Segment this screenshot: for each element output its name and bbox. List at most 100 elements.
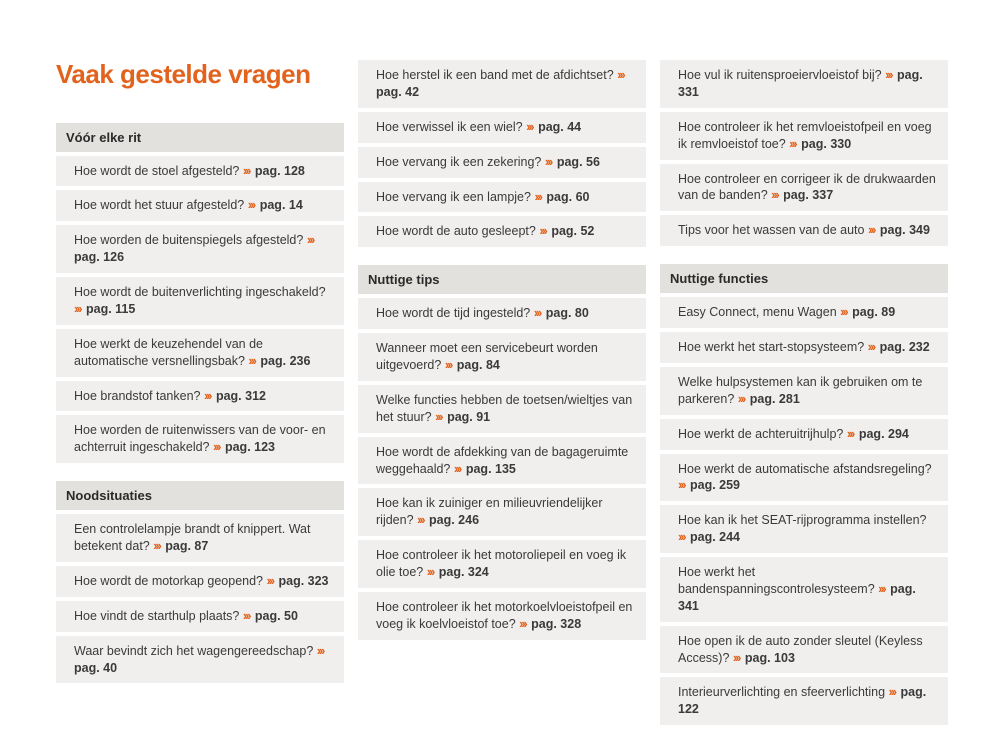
faq-question-text: Interieurverlichting en sfeerverlichting	[678, 685, 885, 699]
faq-entry[interactable]: Hoe werkt het start-stopsysteem? ››› pag…	[660, 332, 948, 363]
chevron-icon: ›››	[733, 651, 740, 665]
faq-entry[interactable]: Hoe wordt de stoel afgesteld? ››› pag. 1…	[56, 156, 344, 187]
faq-page: Vaak gestelde vragenVóór elke ritHoe wor…	[56, 60, 948, 729]
faq-question-text: Hoe werkt de keuzehendel van de automati…	[74, 337, 263, 368]
chevron-icon: ›››	[738, 392, 745, 406]
chevron-icon: ›››	[153, 539, 160, 553]
faq-entry[interactable]: Hoe vervang ik een lampje? ››› pag. 60	[358, 182, 646, 213]
page-reference: pag. 87	[165, 539, 208, 553]
faq-question-text: Welke functies hebben de toetsen/wieltje…	[376, 393, 632, 424]
faq-entry[interactable]: Hoe werkt het bandenspanningscontrolesys…	[660, 557, 948, 622]
page-reference: pag. 337	[783, 188, 833, 202]
chevron-icon: ›››	[545, 155, 552, 169]
faq-question-text: Easy Connect, menu Wagen	[678, 305, 837, 319]
faq-question-text: Hoe vervang ik een lampje?	[376, 190, 531, 204]
chevron-icon: ›››	[519, 617, 526, 631]
page-reference: pag. 330	[801, 137, 851, 151]
chevron-icon: ›››	[526, 120, 533, 134]
faq-entry[interactable]: Hoe controleer ik het motorkoelvloeistof…	[358, 592, 646, 640]
faq-question-text: Hoe vindt de starthulp plaats?	[74, 609, 239, 623]
faq-entry[interactable]: Hoe controleer ik het remvloeistofpeil e…	[660, 112, 948, 160]
faq-question-text: Hoe worden de buitenspiegels afgesteld?	[74, 233, 303, 247]
faq-entry[interactable]: Hoe open ik de auto zonder sleutel (Keyl…	[660, 626, 948, 674]
page-reference: pag. 349	[880, 223, 930, 237]
chevron-icon: ›››	[213, 440, 220, 454]
chevron-icon: ›››	[417, 513, 424, 527]
chevron-icon: ›››	[445, 358, 452, 372]
chevron-icon: ›››	[534, 306, 541, 320]
page-reference: pag. 115	[86, 302, 135, 316]
faq-entry[interactable]: Easy Connect, menu Wagen ››› pag. 89	[660, 297, 948, 328]
faq-entry[interactable]: Hoe wordt de afdekking van de bagageruim…	[358, 437, 646, 485]
faq-entry[interactable]: Hoe kan ik het SEAT-rijprogramma instell…	[660, 505, 948, 553]
chevron-icon: ›››	[771, 188, 778, 202]
page-reference: pag. 80	[546, 306, 589, 320]
faq-question-text: Hoe herstel ik een band met de afdichtse…	[376, 68, 614, 82]
faq-question-text: Hoe vul ik ruitensproeiervloeistof bij?	[678, 68, 882, 82]
faq-entry[interactable]: Hoe controleer ik het motoroliepeil en v…	[358, 540, 646, 588]
chevron-icon: ›››	[617, 68, 624, 82]
chevron-icon: ›››	[248, 354, 255, 368]
page-reference: pag. 135	[466, 462, 516, 476]
page-reference: pag. 312	[216, 389, 266, 403]
faq-entry[interactable]: Hoe wordt de buitenverlichting ingeschak…	[56, 277, 344, 325]
faq-question-text: Hoe kan ik zuiniger en milieuvriendelijk…	[376, 496, 603, 527]
page-title: Vaak gestelde vragen	[56, 60, 344, 89]
faq-question-text: Tips voor het wassen van de auto	[678, 223, 864, 237]
faq-entry[interactable]: Hoe wordt de motorkap geopend? ››› pag. …	[56, 566, 344, 597]
chevron-icon: ›››	[868, 340, 875, 354]
page-reference: pag. 40	[74, 661, 117, 675]
faq-question-text: Hoe open ik de auto zonder sleutel (Keyl…	[678, 634, 923, 665]
faq-question-text: Hoe wordt de stoel afgesteld?	[74, 164, 239, 178]
faq-entry[interactable]: Hoe herstel ik een band met de afdichtse…	[358, 60, 646, 108]
faq-question-text: Hoe worden de ruitenwissers van de voor-…	[74, 423, 326, 454]
faq-entry[interactable]: Hoe controleer en corrigeer ik de drukwa…	[660, 164, 948, 212]
faq-entry[interactable]: Hoe vul ik ruitensproeiervloeistof bij? …	[660, 60, 948, 108]
chevron-icon: ›››	[427, 565, 434, 579]
faq-entry[interactable]: Een controlelampje brandt of knippert. W…	[56, 514, 344, 562]
faq-question-text: Hoe wordt de motorkap geopend?	[74, 574, 263, 588]
faq-entry[interactable]: Welke functies hebben de toetsen/wieltje…	[358, 385, 646, 433]
faq-entry[interactable]: Interieurverlichting en sfeerverlichting…	[660, 677, 948, 725]
faq-entry[interactable]: Waar bevindt zich het wagengereedschap? …	[56, 636, 344, 684]
faq-entry[interactable]: Hoe werkt de automatische afstandsregeli…	[660, 454, 948, 502]
chevron-icon: ›››	[248, 198, 255, 212]
chevron-icon: ›››	[243, 164, 250, 178]
faq-entry[interactable]: Welke hulpsystemen kan ik gebruiken om t…	[660, 367, 948, 415]
faq-entry[interactable]: Hoe vindt de starthulp plaats? ››› pag. …	[56, 601, 344, 632]
chevron-icon: ›››	[317, 644, 324, 658]
page-reference: pag. 294	[859, 427, 909, 441]
chevron-icon: ›››	[74, 302, 81, 316]
faq-question-text: Hoe brandstof tanken?	[74, 389, 200, 403]
faq-entry[interactable]: Hoe wordt het stuur afgesteld? ››› pag. …	[56, 190, 344, 221]
faq-entry[interactable]: Hoe worden de ruitenwissers van de voor-…	[56, 415, 344, 463]
faq-entry[interactable]: Hoe kan ik zuiniger en milieuvriendelijk…	[358, 488, 646, 536]
section-header: Noodsituaties	[56, 481, 344, 510]
faq-entry[interactable]: Hoe worden de buitenspiegels afgesteld? …	[56, 225, 344, 273]
page-reference: pag. 128	[255, 164, 305, 178]
chevron-icon: ›››	[539, 224, 546, 238]
faq-entry[interactable]: Hoe werkt de achteruitrijhulp? ››› pag. …	[660, 419, 948, 450]
faq-entry[interactable]: Wanneer moet een servicebeurt worden uit…	[358, 333, 646, 381]
faq-question-text: Hoe wordt het stuur afgesteld?	[74, 198, 244, 212]
page-reference: pag. 323	[278, 574, 328, 588]
faq-question-text: Hoe werkt de automatische afstandsregeli…	[678, 462, 932, 476]
faq-entry[interactable]: Hoe wordt de auto gesleept? ››› pag. 52	[358, 216, 646, 247]
page-reference: pag. 52	[551, 224, 594, 238]
chevron-icon: ›››	[868, 223, 875, 237]
faq-question-text: Hoe werkt de achteruitrijhulp?	[678, 427, 843, 441]
chevron-icon: ›››	[789, 137, 796, 151]
section-spacer	[56, 109, 344, 123]
chevron-icon: ›››	[267, 574, 274, 588]
faq-entry[interactable]: Hoe werkt de keuzehendel van de automati…	[56, 329, 344, 377]
faq-entry[interactable]: Hoe vervang ik een zekering? ››› pag. 56	[358, 147, 646, 178]
faq-entry[interactable]: Hoe wordt de tijd ingesteld? ››› pag. 80	[358, 298, 646, 329]
faq-entry[interactable]: Hoe brandstof tanken? ››› pag. 312	[56, 381, 344, 412]
page-reference: pag. 126	[74, 250, 124, 264]
faq-entry[interactable]: Tips voor het wassen van de auto ››› pag…	[660, 215, 948, 246]
chevron-icon: ›››	[454, 462, 461, 476]
page-reference: pag. 328	[531, 617, 581, 631]
page-reference: pag. 232	[880, 340, 930, 354]
chevron-icon: ›››	[678, 530, 685, 544]
faq-entry[interactable]: Hoe verwissel ik een wiel? ››› pag. 44	[358, 112, 646, 143]
